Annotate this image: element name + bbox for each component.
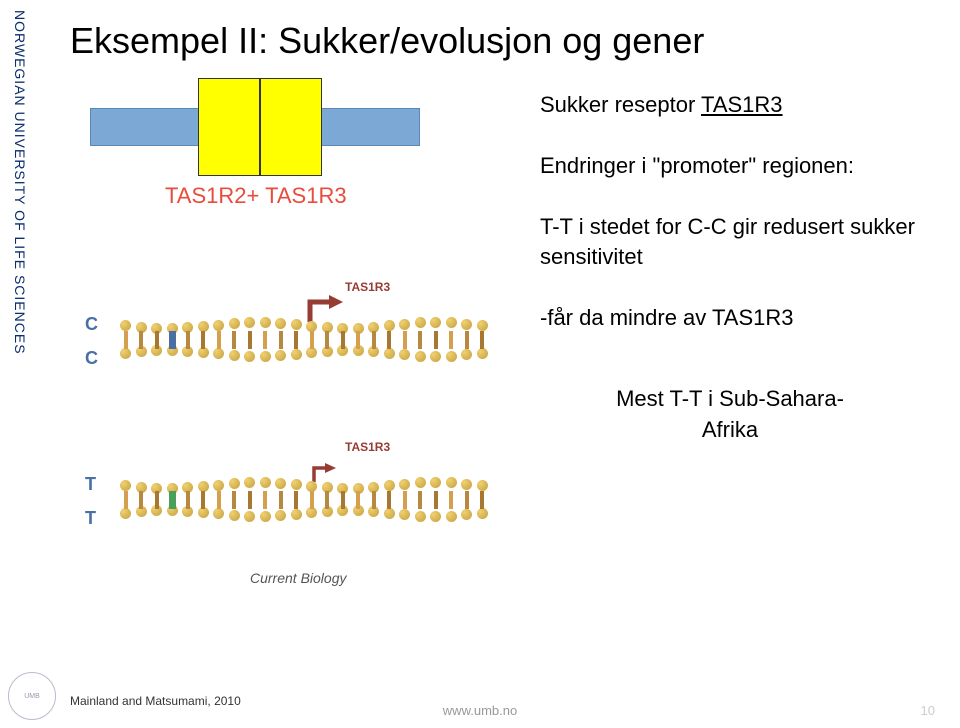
- text-content: Sukker reseptor TAS1R3 Endringer i "prom…: [540, 90, 920, 476]
- snp-label-t-bottom: T: [85, 508, 96, 529]
- university-logo-icon: UMB: [8, 672, 56, 720]
- citation: Mainland and Matsumami, 2010: [70, 694, 241, 708]
- snp-label-c-top: C: [85, 314, 98, 335]
- dna-section: C C TAS1R3 T T TAS1R3: [70, 280, 500, 600]
- text-subsahara: Mest T-T i Sub-Sahara- Afrika: [540, 384, 920, 446]
- text-prefix: Sukker reseptor: [540, 92, 701, 117]
- receptor-label: TAS1R2+ TAS1R3: [165, 183, 347, 209]
- text-link-tas1r3: TAS1R3: [701, 92, 783, 117]
- receptor-left-icon: [198, 78, 260, 176]
- text-subsahara-2: Afrika: [702, 417, 758, 442]
- text-receptor-line: Sukker reseptor TAS1R3: [540, 90, 920, 121]
- dna-diagram-c: C C TAS1R3: [70, 280, 500, 390]
- text-subsahara-1: Mest T-T i Sub-Sahara-: [616, 386, 844, 411]
- dna-beads-c: [120, 320, 500, 360]
- dna-diagram-t: T T TAS1R3: [70, 440, 500, 550]
- tas1r3-label-lower: TAS1R3: [345, 440, 390, 454]
- receptor-diagram: TAS1R2+ TAS1R3: [90, 78, 420, 188]
- page-number: 10: [921, 703, 935, 718]
- slide-title: Eksempel II: Sukker/evolusjon og gener: [70, 20, 930, 62]
- journal-label: Current Biology: [250, 570, 347, 586]
- text-less-tas1r3: -får da mindre av TAS1R3: [540, 303, 920, 334]
- text-promoter-changes: Endringer i "promoter" regionen:: [540, 151, 920, 182]
- tas1r3-label-upper: TAS1R3: [345, 280, 390, 294]
- receptor-right-icon: [260, 78, 322, 176]
- text-tt-cc: T-T i stedet for C-C gir redusert sukker…: [540, 212, 920, 274]
- snp-label-c-bottom: C: [85, 348, 98, 369]
- snp-label-t-top: T: [85, 474, 96, 495]
- footer-url: www.umb.no: [443, 703, 517, 718]
- institution-sidebar: NORWEGIAN UNIVERSITY OF LIFE SCIENCES: [12, 10, 28, 355]
- dna-beads-t: [120, 480, 500, 520]
